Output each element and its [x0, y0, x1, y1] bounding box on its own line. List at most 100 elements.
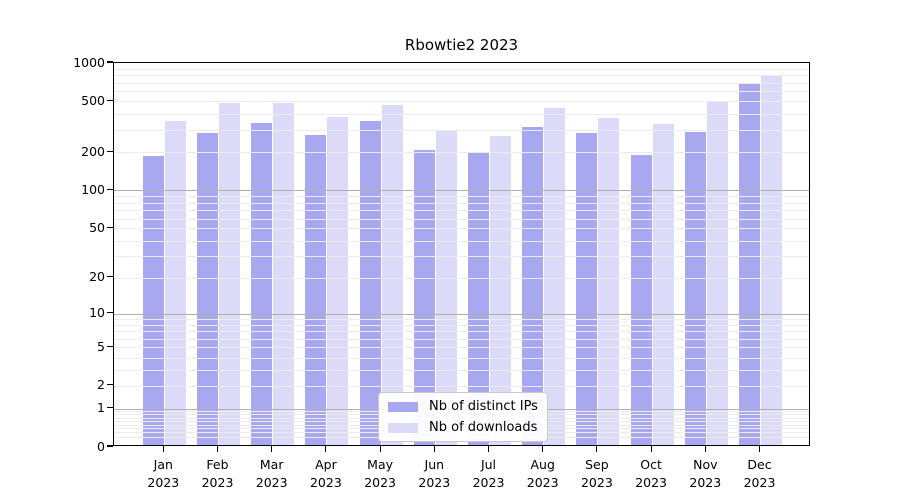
bar-distinct-ips — [576, 132, 598, 445]
x-axis-tick-mark — [650, 446, 652, 452]
gridline-minor — [114, 240, 809, 242]
x-axis-tick-label: Jul 2023 — [472, 457, 505, 490]
plot-area — [113, 62, 810, 446]
y-axis-tick-label: 100 — [81, 181, 105, 197]
y-axis-tick-mark — [107, 406, 113, 409]
x-axis-tick-mark — [162, 446, 164, 452]
x-axis-tick-mark — [758, 446, 761, 452]
y-axis-tick-label: 50 — [89, 219, 105, 235]
y-axis-tick-label: 10 — [89, 305, 105, 321]
x-axis-tick-mark — [271, 446, 273, 452]
y-axis-tick-mark — [107, 384, 113, 386]
gridline-minor — [114, 68, 809, 70]
gridline-minor — [114, 129, 809, 131]
gridline-minor — [114, 210, 809, 211]
x-axis-tick-mark — [379, 446, 381, 452]
gridline-minor — [114, 218, 809, 220]
bar-distinct-ips — [468, 153, 489, 445]
gridline-minor — [114, 369, 809, 371]
x-axis-tick-label: Oct 2023 — [635, 457, 667, 490]
y-axis-tick-mark — [107, 226, 113, 228]
gridline-minor — [114, 357, 809, 359]
y-axis-tick-mark — [107, 150, 113, 152]
x-axis-tick-mark — [596, 446, 598, 452]
legend-label: Nb of downloads — [429, 420, 538, 435]
bar-downloads — [544, 108, 566, 445]
x-axis-tick-mark — [216, 446, 219, 452]
x-axis-tick-label: Aug 2023 — [526, 457, 559, 490]
bar-downloads — [381, 105, 403, 445]
gridline-minor — [114, 324, 809, 326]
bar-downloads — [219, 103, 240, 445]
bar-distinct-ips — [251, 123, 273, 445]
gridline-minor — [114, 228, 809, 230]
gridline-minor — [114, 331, 809, 333]
x-axis-tick-mark — [704, 446, 706, 452]
gridline-major — [114, 313, 809, 315]
gridline-minor — [114, 113, 809, 115]
bar-distinct-ips — [630, 155, 652, 445]
x-axis-tick-label: Dec 2023 — [743, 457, 776, 490]
legend-swatch-downloads — [388, 422, 418, 433]
bar-downloads — [598, 118, 620, 445]
bar-downloads — [706, 101, 728, 445]
gridline-minor — [114, 202, 809, 204]
y-axis-tick-label: 1000 — [73, 54, 105, 70]
x-axis-tick-label: Mar 2023 — [255, 457, 288, 490]
bar-distinct-ips — [522, 127, 544, 445]
bar-downloads — [435, 131, 457, 445]
gridline-minor — [114, 101, 809, 103]
x-axis-tick-mark — [433, 446, 435, 452]
y-axis-tick-mark — [107, 445, 113, 447]
gridline-minor — [114, 152, 809, 154]
y-axis-tick-mark — [107, 345, 113, 347]
x-axis-tick-label: Jan 2023 — [147, 457, 180, 490]
x-axis-tick-label: Feb 2023 — [201, 457, 234, 490]
bar-downloads — [652, 124, 674, 445]
x-axis-tick-mark — [325, 446, 327, 452]
gridline-minor — [114, 91, 809, 93]
gridline-minor — [114, 196, 809, 198]
gridline-minor — [114, 277, 809, 279]
y-axis-tick-mark — [107, 61, 113, 63]
bar-distinct-ips — [739, 84, 760, 445]
y-axis-tick-mark — [107, 99, 113, 101]
bar-downloads — [164, 120, 186, 445]
gridline-minor — [114, 82, 809, 84]
gridline-minor — [114, 319, 809, 320]
y-axis-tick-mark — [107, 312, 113, 314]
bar-distinct-ips — [684, 131, 706, 445]
x-axis-tick-mark — [487, 446, 490, 452]
y-axis-tick-label: 200 — [81, 143, 105, 159]
gridline-major — [114, 190, 809, 192]
y-axis-tick-label: 0 — [97, 438, 105, 454]
legend-swatch-distinct-ips — [388, 401, 418, 412]
x-axis-tick-mark — [542, 446, 544, 452]
bar-downloads — [761, 75, 782, 445]
y-axis-tick-label: 500 — [81, 92, 105, 108]
y-axis-tick-mark — [107, 276, 113, 278]
x-axis-tick-label: Apr 2023 — [309, 457, 342, 490]
legend: Nb of distinct IPs Nb of downloads — [378, 392, 548, 442]
y-axis-tick-label: 2 — [97, 377, 105, 393]
bar-distinct-ips — [359, 121, 381, 445]
y-axis-tick-label: 20 — [89, 269, 105, 285]
x-axis-tick-label: May 2023 — [364, 457, 396, 490]
y-axis-tick-mark — [107, 188, 113, 190]
bar-downloads — [490, 135, 511, 445]
gridline-minor — [114, 347, 809, 349]
y-axis-tick-label: 5 — [97, 338, 105, 354]
x-axis-tick-label: Nov 2023 — [689, 457, 722, 490]
chart-title: Rbowtie2 2023 — [404, 36, 519, 54]
bar-downloads — [327, 117, 349, 445]
bar-distinct-ips — [142, 155, 164, 445]
legend-row: Nb of downloads — [388, 420, 538, 435]
gridline-minor — [114, 256, 809, 258]
bar-distinct-ips — [305, 134, 327, 445]
gridline-minor — [114, 338, 809, 340]
legend-row: Nb of distinct IPs — [388, 399, 538, 414]
x-axis-tick-label: Jun 2023 — [418, 457, 451, 490]
x-axis-tick-label: Sep 2023 — [580, 457, 613, 490]
legend-label: Nb of distinct IPs — [429, 399, 538, 414]
bar-distinct-ips — [413, 149, 435, 445]
